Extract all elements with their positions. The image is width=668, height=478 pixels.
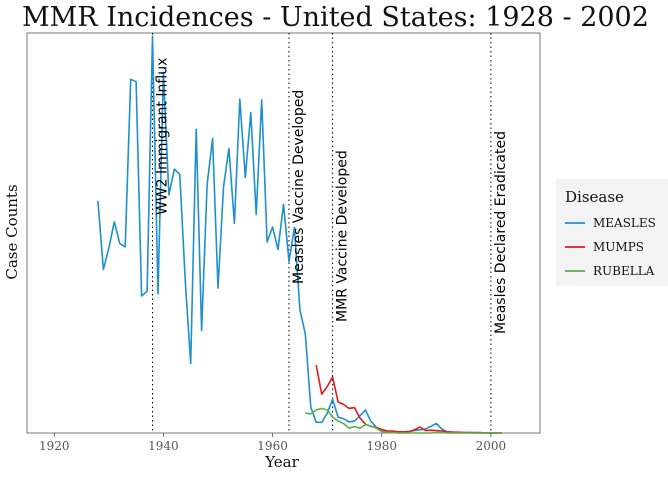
plot-panel [26,32,541,434]
annotation-lines [152,33,492,433]
legend: Disease MEASLES MUMPS RUBELLA [556,179,668,286]
chart-title: MMR Incidences - United States: 1928 - 2… [22,2,649,33]
annotation-label: MMR Vaccine Developed [335,150,351,322]
series-line-mumps [315,364,502,434]
legend-label-mumps: MUMPS [593,240,644,254]
x-axis-title: Year [264,453,299,471]
series-line-measles [97,35,502,434]
x-tick-label: 1940 [148,439,179,453]
legend-box [556,179,668,286]
x-tick-label: 1980 [366,439,397,453]
legend-label-rubella: RUBELLA [593,264,655,278]
x-tick-label: 1960 [257,439,288,453]
x-tick-label: 2000 [476,439,507,453]
series-line-rubella [305,407,502,434]
legend-label-measles: MEASLES [593,216,656,230]
x-tick-label: 1920 [39,439,70,453]
annotation-labels: WW2 Immigrant Influx Measles Vaccine Deve… [155,58,509,334]
annotation-label: WW2 Immigrant Influx [155,58,171,215]
y-axis-title: Case Counts [3,184,21,279]
plot-border [26,32,541,434]
legend-title: Disease [565,188,624,206]
annotation-label: Measles Vaccine Developed [291,90,307,284]
x-axis: 1920 1940 1960 1980 2000 [39,433,506,453]
series-lines [97,35,502,434]
annotation-label: Measles Declared Eradicated [493,131,509,334]
